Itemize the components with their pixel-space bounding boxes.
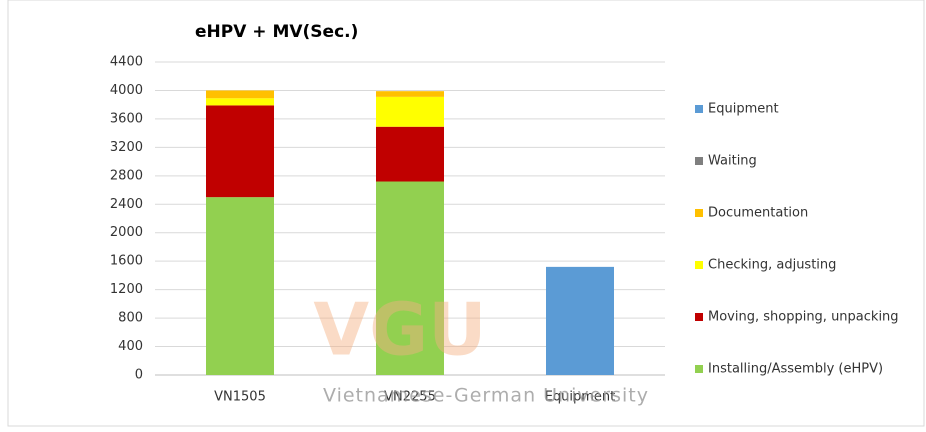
y-tick-label: 400 [118, 339, 143, 354]
watermark-text: Vietnamese-German University [323, 385, 649, 407]
bar-segment [376, 181, 444, 375]
chart-title: eHPV + MV(Sec.) [195, 22, 358, 42]
y-tick-label: 3200 [110, 140, 143, 155]
y-tick-label: 4400 [110, 55, 143, 70]
bar-segment [206, 98, 274, 106]
y-tick-label: 2800 [110, 168, 143, 183]
x-tick-label: VN1505 [214, 390, 266, 405]
bar-segment [376, 126, 444, 182]
bar-segment [376, 91, 444, 97]
y-tick-label: 0 [135, 368, 143, 383]
legend-swatch [695, 157, 703, 165]
y-tick-label: 3600 [110, 111, 143, 126]
legend-swatch [695, 105, 703, 113]
legend-label: Waiting [708, 154, 757, 169]
y-tick-label: 2400 [110, 197, 143, 212]
legend-swatch [695, 365, 703, 373]
bar-segment [546, 266, 614, 375]
y-tick-label: 1200 [110, 282, 143, 297]
legend-swatch [695, 209, 703, 217]
legend-label: Equipment [708, 102, 779, 117]
legend-swatch [695, 313, 703, 321]
bar-segment [376, 96, 444, 127]
chart-frame [7, 0, 925, 427]
y-tick-label: 800 [118, 311, 143, 326]
legend-label: Installing/Assembly (eHPV) [708, 362, 883, 377]
watermark-logo: VGU [313, 288, 486, 372]
x-tick-label: Equipment [545, 390, 616, 405]
bar-segment [206, 90, 274, 99]
y-tick-label: 1600 [110, 254, 143, 269]
y-tick-label: 4000 [110, 83, 143, 98]
legend-label: Moving, shopping, unpacking [708, 310, 899, 325]
x-tick-label: VN2255 [384, 390, 436, 405]
legend-label: Checking, adjusting [708, 258, 836, 273]
y-tick-label: 2000 [110, 225, 143, 240]
bar-segment [206, 197, 274, 375]
bar-segment [206, 105, 274, 198]
legend-swatch [695, 261, 703, 269]
legend-label: Documentation [708, 206, 808, 221]
